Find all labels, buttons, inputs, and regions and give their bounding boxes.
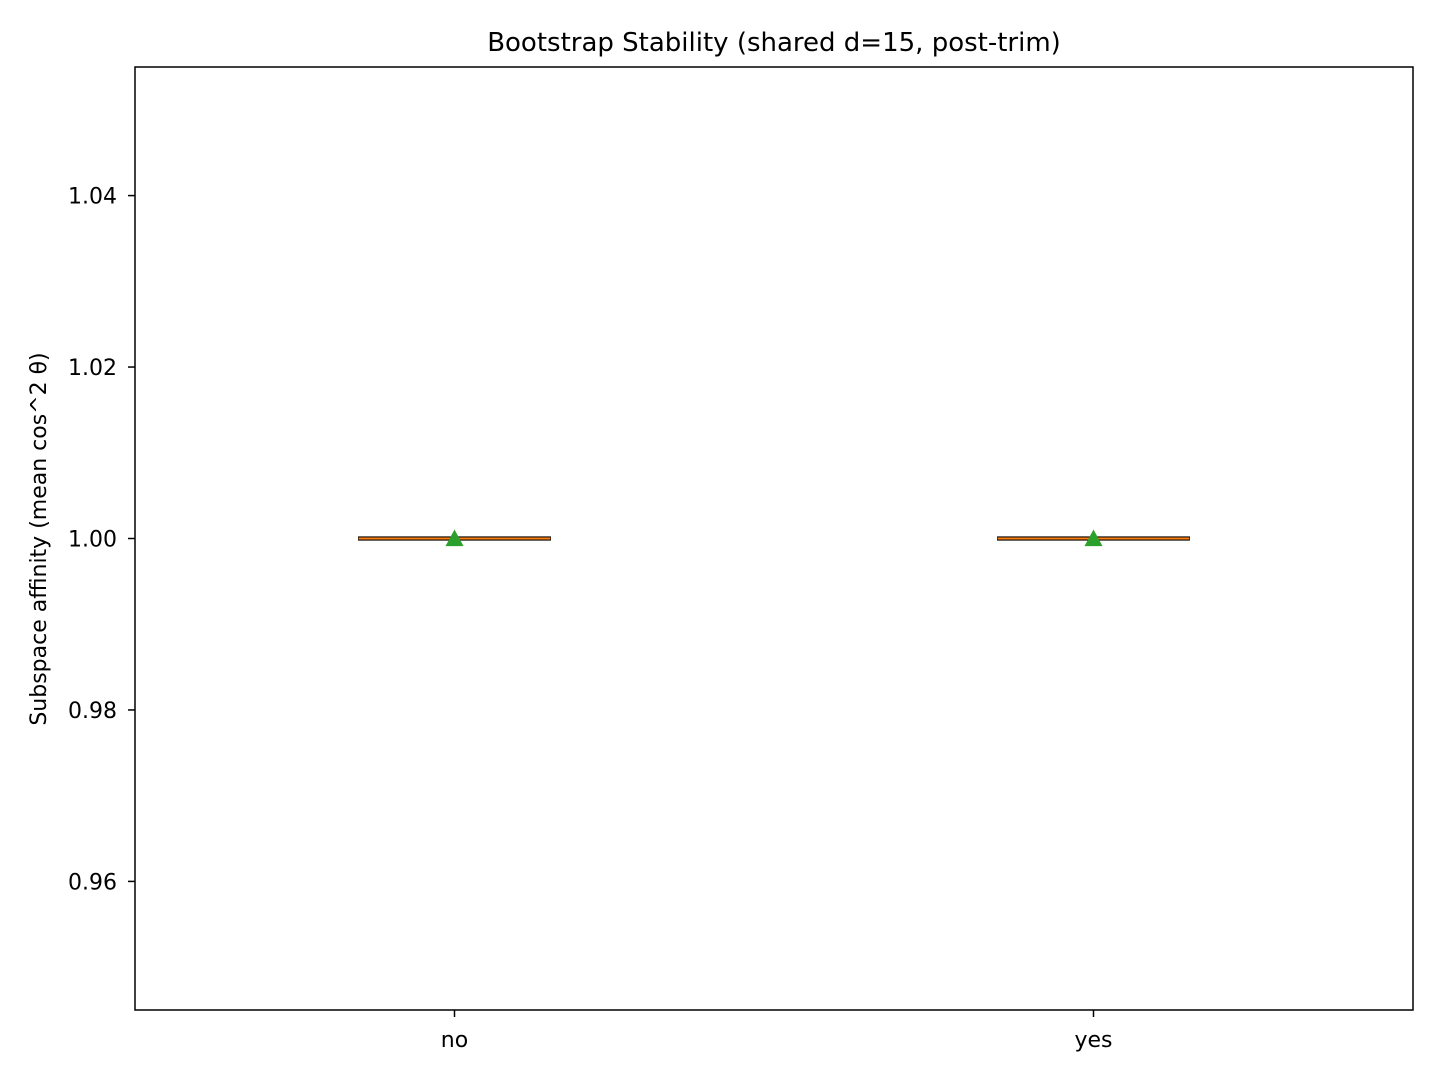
plot-marks xyxy=(358,529,1190,547)
mean-marker xyxy=(445,529,464,547)
y-tick-label: 1.02 xyxy=(68,356,117,381)
y-tick-label: 0.96 xyxy=(68,870,117,895)
mean-marker xyxy=(1084,529,1103,547)
y-tick-label: 1.04 xyxy=(68,185,117,210)
y-tick-label: 0.98 xyxy=(68,699,117,724)
box-no xyxy=(358,529,551,547)
y-axis: 0.96 0.98 1.00 1.02 1.04 xyxy=(68,185,135,895)
x-axis: no yes xyxy=(441,1010,1113,1053)
x-tick-label: yes xyxy=(1074,1028,1112,1053)
x-tick-label: no xyxy=(441,1028,468,1053)
chart-title: Bootstrap Stability (shared d=15, post-t… xyxy=(487,28,1061,58)
box-yes xyxy=(997,529,1190,547)
y-tick-label: 1.00 xyxy=(68,528,117,553)
y-axis-label: Subspace affinity (mean cos^2 θ) xyxy=(27,352,52,725)
